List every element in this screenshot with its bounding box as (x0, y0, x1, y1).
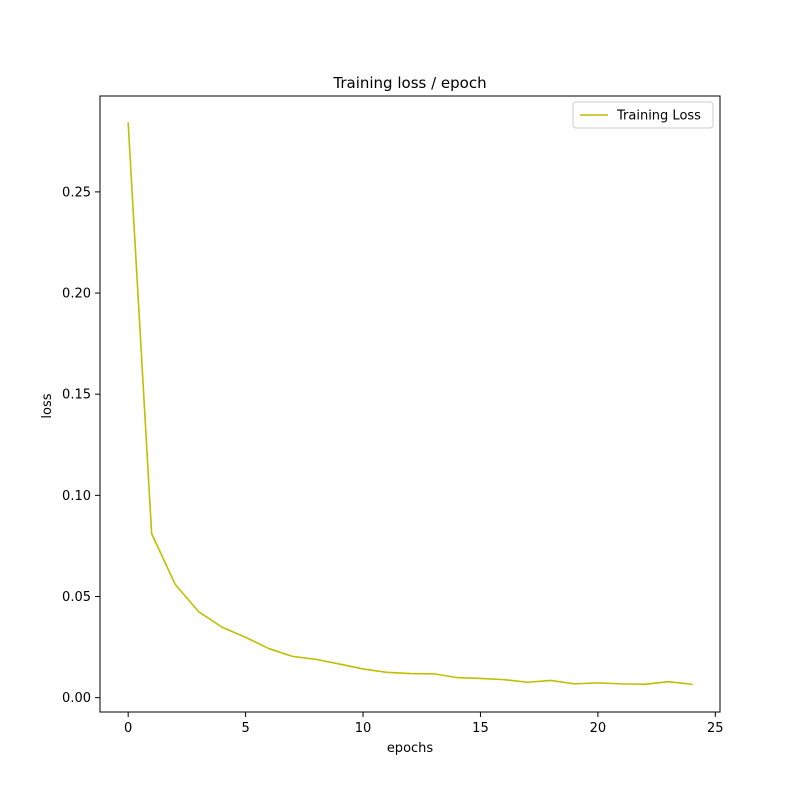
series-line-1 (127, 122, 693, 686)
legend: Training Loss (572, 101, 714, 129)
y-tick-label: 0.10 (62, 489, 91, 504)
x-tick-label: 0 (124, 721, 132, 736)
y-tick-label: 0.05 (62, 590, 91, 605)
legend-label: Training Loss (616, 109, 701, 124)
x-tick-label: 25 (707, 721, 724, 736)
chart-title: Training loss / epoch (332, 74, 486, 92)
plot-area: 0 5 10 15 20 25 0.00 0.05 0.10 0.15 0.20 0.25 (62, 95, 724, 736)
x-axis-label: epochs (387, 741, 434, 756)
y-tick-label: 0.15 (62, 388, 91, 403)
x-tick-label: 15 (472, 721, 489, 736)
y-tick-label: 0.20 (62, 287, 91, 302)
y-tick-label: 0.00 (62, 691, 91, 706)
x-tick-label: 20 (590, 721, 607, 736)
axes-frame (99, 95, 721, 713)
legend-box (572, 101, 714, 129)
x-tick-label: 5 (241, 721, 249, 736)
x-tick-label: 10 (355, 721, 372, 736)
y-tick-label: 0.25 (62, 185, 91, 200)
y-axis-label: loss (40, 393, 55, 418)
